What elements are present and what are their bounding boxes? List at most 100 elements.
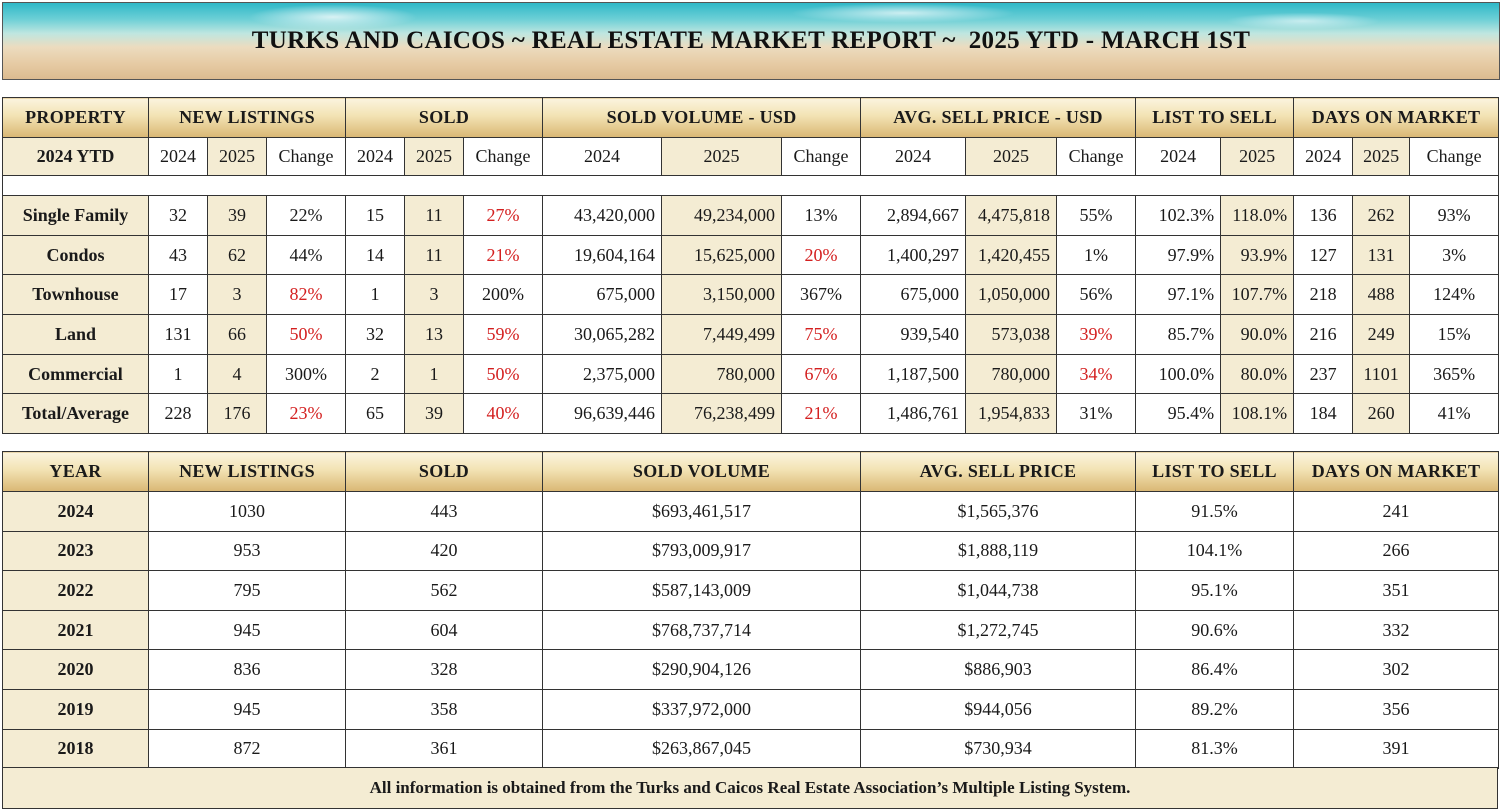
table-cell: 22% [266,195,346,236]
sub-2024: 2024 [345,137,405,176]
table-cell: 89.2% [1135,688,1294,730]
table-cell: $944,056 [860,688,1136,730]
sub-change: Change [1409,137,1500,176]
table-cell: 67% [781,353,862,395]
sub-2024: 2024 [1135,137,1222,176]
table-cell: $290,904,126 [542,649,861,690]
table-cell: 56% [1056,274,1137,316]
table-cell: 93% [1409,195,1500,236]
col-sold-volume: SOLD VOLUME [542,451,861,492]
table-cell: 49,234,000 [661,195,783,236]
table-cell: 365% [1409,353,1500,395]
table-cell: 108.1% [1220,393,1295,435]
table-cell: 13 [404,314,464,355]
col-days-on-market: DAYS ON MARKET [1293,97,1500,138]
table-cell: 62 [207,234,267,276]
table-cell: 262 [1352,195,1411,236]
table-cell: 39 [207,195,267,236]
table-cell: 39 [404,393,464,435]
table-cell: 176 [207,393,267,435]
row-label: Land [2,314,149,355]
table-cell: 1101 [1352,353,1411,395]
table-cell: 76,238,499 [661,393,783,435]
col-list-to-sell: LIST TO SELL [1135,451,1294,492]
row-label: 2021 [2,609,149,651]
annual-row: 2018 872 361 $263,867,045 $730,934 81.3% 391 [2,728,1499,770]
ytd-row: Condos 43 62 44% 14 11 21% 19,604,164 15,625,000… [2,234,1500,276]
ytd-row: Single Family 32 39 22% 15 11 27% 43,420,000 49,… [2,195,1500,236]
table-cell: 131 [148,314,208,355]
annual-row: 2019 945 358 $337,972,000 $944,056 89.2% 356 [2,688,1499,730]
table-cell: 302 [1293,649,1499,690]
table-cell: 90.6% [1135,609,1294,651]
table-cell: 945 [148,609,346,651]
table-cell: 675,000 [860,274,967,316]
title-banner: TURKS AND CAICOS ~ REAL ESTATE MARKET RE… [2,2,1500,80]
table-cell: 66 [207,314,267,355]
table-cell: 7,449,499 [661,314,783,355]
ytd-table: PROPERTY NEW LISTINGS SOLD SOLD VOLUME -… [1,97,1500,435]
table-cell: 14 [345,234,405,276]
table-cell: 15 [345,195,405,236]
sub-2024: 2024 [860,137,967,176]
table-cell: 1,486,761 [860,393,967,435]
table-cell: 795 [148,570,346,611]
table-cell: 118.0% [1220,195,1295,236]
table-cell: 21% [462,234,544,276]
table-cell: 11 [404,195,464,236]
table-cell: $587,143,009 [542,570,861,611]
row-label-ytd: 2024 YTD [2,137,149,176]
report-title: TURKS AND CAICOS ~ REAL ESTATE MARKET RE… [251,27,1251,54]
table-cell: 27% [462,195,544,236]
table-cell: 3,150,000 [661,274,783,316]
table-cell: $337,972,000 [542,688,861,730]
table-cell: 30,065,282 [542,314,663,355]
table-cell: 2,375,000 [542,353,663,395]
row-label: Single Family [2,195,149,236]
source-footnote: All information is obtained from the Tur… [2,767,1498,809]
col-new-listings: NEW LISTINGS [148,451,346,492]
table-cell: 1% [1056,234,1137,276]
table-cell: 102.3% [1135,195,1222,236]
table-cell: $768,737,714 [542,609,861,651]
row-label: 2019 [2,688,149,730]
row-label: Condos [2,234,149,276]
table-cell: 1 [148,353,208,395]
sub-2025: 2025 [1352,137,1411,176]
table-cell: 332 [1293,609,1499,651]
sub-2025: 2025 [661,137,783,176]
col-sold: SOLD [345,451,543,492]
table-cell: 39% [1056,314,1137,355]
table-cell: 216 [1293,314,1354,355]
table-cell: 82% [266,274,346,316]
table-cell: $1,272,745 [860,609,1136,651]
sub-2024: 2024 [148,137,208,176]
table-cell: 184 [1293,393,1354,435]
table-cell: 351 [1293,570,1499,611]
table-cell: 872 [148,728,346,770]
table-cell: 780,000 [965,353,1058,395]
spacer [1,175,1500,196]
table-cell: $1,044,738 [860,570,1136,611]
table-cell: 124% [1409,274,1500,316]
table-cell: 300% [266,353,346,395]
row-label: 2023 [2,530,149,572]
table-cell: 939,540 [860,314,967,355]
sub-2025: 2025 [965,137,1058,176]
table-cell: $886,903 [860,649,1136,690]
table-cell: 31% [1056,393,1137,435]
table-cell: $263,867,045 [542,728,861,770]
table-cell: 4,475,818 [965,195,1058,236]
sub-change: Change [266,137,346,176]
annual-row: 2020 836 328 $290,904,126 $886,903 86.4% 302 [2,649,1499,690]
table-cell: $693,461,517 [542,491,861,532]
table-cell: 21% [781,393,862,435]
table-cell: 96,639,446 [542,393,663,435]
sub-change: Change [462,137,544,176]
ytd-subheader-row: 2024 YTD 2024 2025 Change 2024 2025 Chan… [2,137,1500,176]
table-cell: 15,625,000 [661,234,783,276]
table-cell: 50% [266,314,346,355]
table-cell: 86.4% [1135,649,1294,690]
ytd-row: Total/Average 228 176 23% 65 39 40% 96,639,446 7… [2,393,1500,435]
table-cell: 228 [148,393,208,435]
